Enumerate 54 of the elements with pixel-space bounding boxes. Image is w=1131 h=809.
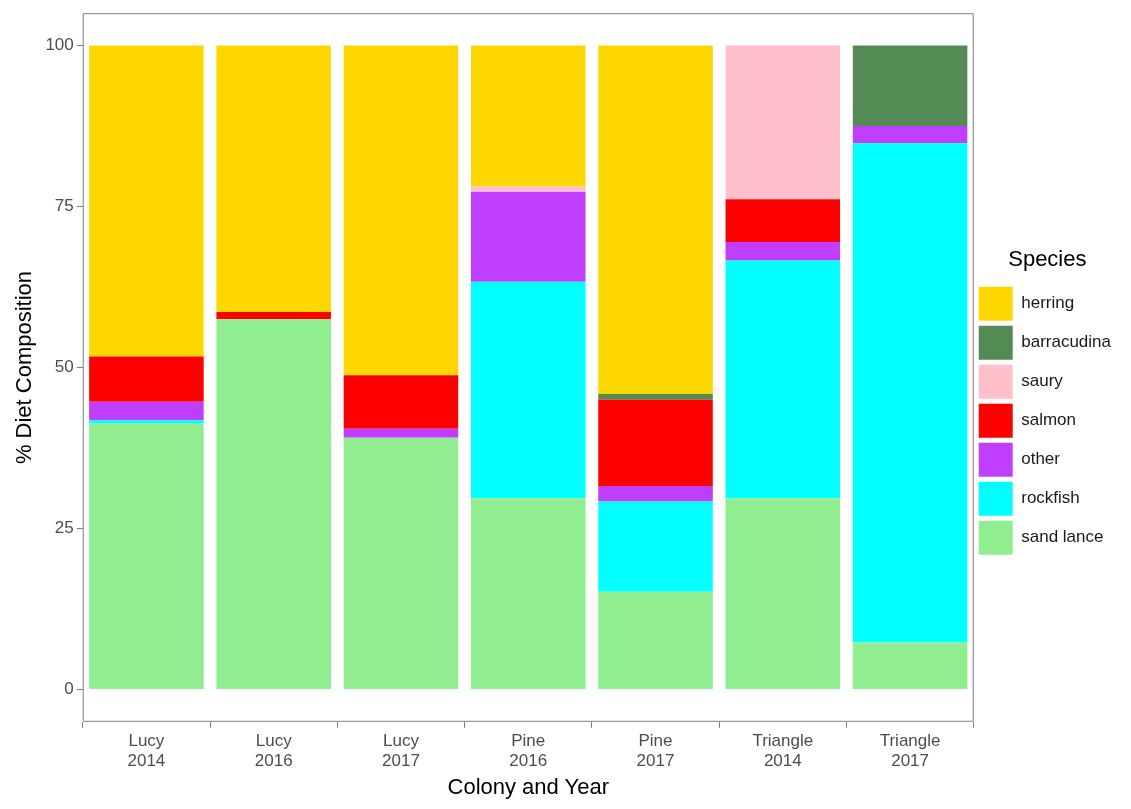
legend-label: rockfish bbox=[1021, 488, 1080, 508]
bar bbox=[89, 356, 204, 402]
x-tick-label: Lucy 2014 bbox=[127, 730, 166, 771]
bar bbox=[470, 281, 586, 499]
y-tick-label: 25 bbox=[54, 518, 74, 538]
x-tick-label: Lucy 2016 bbox=[254, 730, 293, 771]
bar bbox=[725, 45, 841, 200]
bar bbox=[216, 45, 331, 313]
bar bbox=[598, 393, 713, 400]
legend-label: barracudina bbox=[1021, 332, 1112, 352]
bar bbox=[725, 199, 841, 242]
bar bbox=[852, 125, 968, 144]
bar bbox=[216, 319, 331, 690]
legend-label: saury bbox=[1021, 371, 1064, 391]
bar bbox=[89, 423, 204, 690]
y-tick-label: 50 bbox=[54, 357, 74, 377]
legend-label: other bbox=[1021, 449, 1061, 469]
bar bbox=[725, 498, 841, 690]
x-axis-title: Colony and Year bbox=[447, 773, 609, 799]
legend-label: herring bbox=[1021, 293, 1075, 313]
y-tick-label: 75 bbox=[54, 196, 74, 216]
bar bbox=[598, 45, 713, 394]
bar bbox=[598, 486, 713, 502]
x-tick-label: Lucy 2017 bbox=[382, 730, 420, 771]
bar bbox=[470, 191, 586, 282]
bar bbox=[343, 375, 459, 429]
y-axis-title: % Diet Composition bbox=[11, 270, 37, 465]
x-tick-label: Triangle 2017 bbox=[879, 730, 941, 771]
bar bbox=[343, 428, 459, 438]
bar bbox=[216, 312, 331, 320]
bar bbox=[89, 420, 204, 424]
bar bbox=[470, 498, 586, 690]
x-tick-label: Pine 2016 bbox=[509, 730, 548, 771]
y-tick-label: 0 bbox=[64, 679, 74, 699]
bar bbox=[470, 186, 586, 192]
bar bbox=[89, 45, 204, 357]
bar bbox=[470, 45, 586, 187]
bar bbox=[89, 401, 204, 421]
legend-title: Species bbox=[1008, 246, 1087, 272]
bar bbox=[852, 143, 968, 643]
bar bbox=[852, 45, 968, 126]
bar bbox=[598, 399, 713, 487]
bar bbox=[725, 241, 841, 261]
bar bbox=[852, 642, 968, 690]
legend-label: sand lance bbox=[1021, 527, 1104, 547]
bar bbox=[598, 501, 713, 592]
bar bbox=[725, 260, 841, 499]
bar bbox=[343, 45, 459, 376]
x-tick-label: Pine 2017 bbox=[636, 730, 675, 771]
x-tick-label: Triangle 2014 bbox=[752, 730, 814, 771]
bar bbox=[343, 437, 459, 690]
legend-label: salmon bbox=[1021, 410, 1077, 430]
bar bbox=[598, 591, 713, 690]
y-tick-label: 100 bbox=[45, 35, 74, 55]
